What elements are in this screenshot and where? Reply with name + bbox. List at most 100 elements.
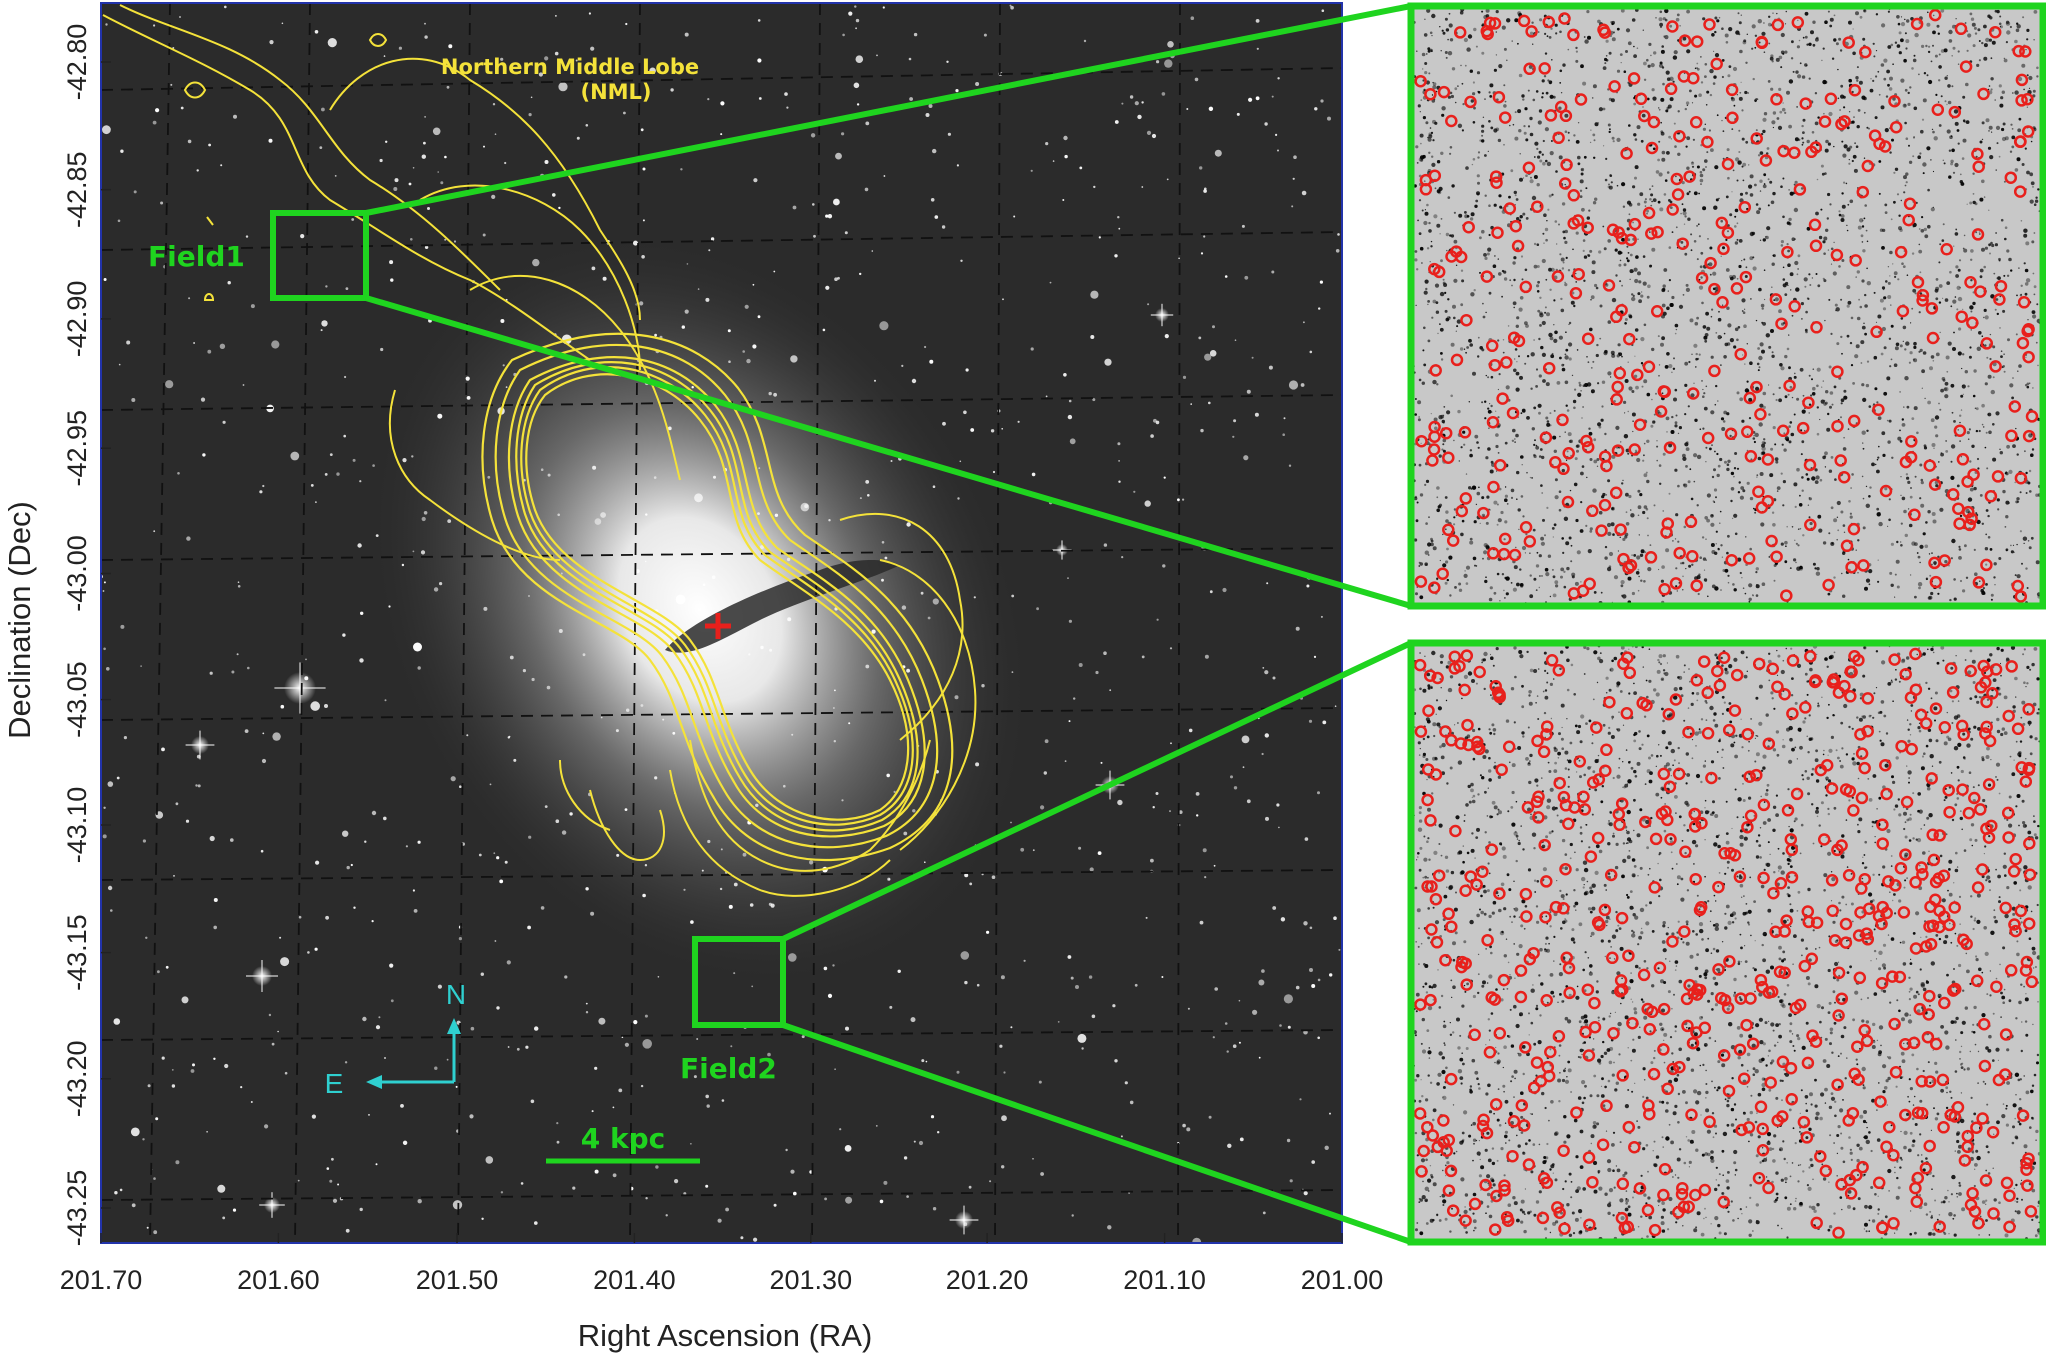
star	[1200, 428, 1204, 433]
noise-dot	[1703, 392, 1706, 395]
noise-dot	[1921, 44, 1925, 49]
noise-dot	[1887, 83, 1890, 87]
noise-dot	[1594, 122, 1599, 127]
noise-dot	[1596, 465, 1599, 467]
noise-dot	[1874, 116, 1878, 120]
noise-dot	[1861, 430, 1866, 435]
grid-line	[101, 869, 1342, 881]
noise-dot	[1883, 58, 1888, 63]
star	[694, 493, 703, 503]
star	[401, 563, 405, 567]
noise-dot	[2005, 500, 2010, 505]
star	[624, 808, 628, 811]
noise-dot	[2032, 272, 2035, 275]
noise-dot	[1770, 54, 1774, 58]
noise-dot	[1714, 286, 1720, 291]
noise-dot	[1997, 276, 2001, 280]
noise-dot	[1716, 452, 1719, 456]
noise-dot	[1796, 397, 1800, 401]
star	[1067, 955, 1072, 959]
noise-dot	[1458, 213, 1463, 218]
noise-dot	[1431, 162, 1436, 167]
noise-dot	[1546, 506, 1549, 509]
noise-dot	[1778, 55, 1783, 60]
noise-dot	[1980, 588, 1984, 593]
star	[1238, 999, 1241, 1002]
star	[375, 1025, 381, 1030]
noise-dot	[1660, 342, 1664, 347]
noise-dot	[1521, 545, 1527, 551]
noise-dot	[1423, 835, 1426, 838]
noise-dot	[1621, 237, 1625, 242]
noise-dot	[1741, 260, 1743, 262]
noise-dot	[1901, 496, 1906, 501]
noise-dot	[1426, 53, 1428, 55]
noise-dot	[2027, 481, 2031, 485]
noise-dot	[1847, 428, 1850, 430]
source-circle	[1506, 406, 1520, 420]
noise-dot	[1780, 32, 1785, 38]
noise-dot	[1939, 507, 1944, 512]
star	[757, 58, 762, 63]
noise-dot	[1796, 45, 1800, 49]
noise-dot	[1945, 440, 1947, 442]
noise-dot	[1519, 153, 1521, 155]
noise-dot	[1504, 486, 1507, 488]
noise-dot	[1812, 562, 1816, 566]
noise-dot	[1495, 410, 1497, 412]
source-circle	[1926, 331, 1940, 345]
noise-dot	[1568, 536, 1572, 540]
noise-dot	[1828, 111, 1833, 117]
star	[1286, 1138, 1291, 1143]
noise-dot	[1459, 347, 1464, 351]
noise-dot	[1713, 468, 1716, 472]
noise-dot	[1954, 296, 1957, 298]
noise-dot	[1489, 403, 1491, 405]
source-circle	[1872, 403, 1885, 416]
noise-dot	[1962, 119, 1966, 122]
noise-dot	[1419, 133, 1424, 138]
noise-dot	[1905, 181, 1908, 184]
star	[773, 392, 777, 397]
noise-dot	[1748, 597, 1752, 601]
noise-dot	[1420, 442, 1422, 444]
noise-dot	[1541, 258, 1546, 264]
noise-dot	[1461, 279, 1465, 283]
noise-dot	[1418, 416, 1420, 418]
noise-dot	[1626, 259, 1630, 263]
star	[1213, 864, 1216, 867]
noise-dot	[1560, 92, 1563, 94]
star	[180, 106, 184, 110]
noise-dot	[1815, 749, 1818, 753]
noise-dot	[1479, 236, 1482, 240]
star	[906, 522, 911, 527]
star	[310, 484, 314, 487]
star	[1104, 358, 1112, 366]
noise-dot	[1951, 538, 1956, 544]
noise-dot	[1630, 513, 1635, 518]
noise-dot	[1709, 246, 1713, 250]
star	[1062, 199, 1065, 201]
noise-dot	[1794, 260, 1799, 266]
noise-dot	[1950, 162, 1954, 166]
source-circle	[1664, 82, 1678, 96]
noise-dot	[1756, 362, 1760, 366]
noise-dot	[1713, 205, 1718, 210]
noise-dot	[1985, 37, 1990, 43]
noise-dot	[1878, 873, 1881, 876]
noise-dot	[1824, 401, 1828, 405]
star	[420, 550, 426, 555]
star	[458, 937, 462, 941]
star	[325, 915, 329, 920]
noise-dot	[1631, 296, 1636, 302]
noise-dot	[1838, 213, 1842, 217]
star	[281, 22, 284, 25]
noise-dot	[1710, 148, 1714, 153]
noise-dot	[1784, 293, 1788, 296]
noise-dot	[1682, 294, 1685, 296]
noise-dot	[1721, 427, 1726, 431]
star	[618, 1088, 623, 1093]
noise-dot	[1668, 364, 1673, 369]
noise-dot	[1539, 313, 1544, 318]
noise-dot	[1473, 520, 1477, 524]
